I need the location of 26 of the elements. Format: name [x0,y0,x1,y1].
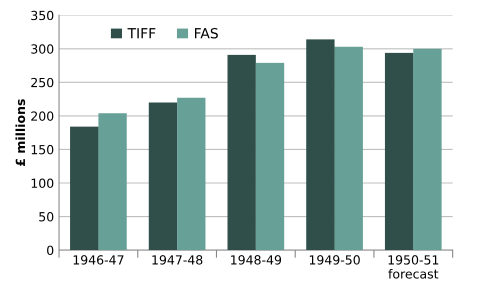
x-tick-label: 1949-50 [310,255,360,265]
y-tick-label: 150 [32,144,54,154]
x-tick-label: 1948-49 [231,255,282,265]
bar [70,126,98,250]
y-tick-label: 250 [31,78,54,88]
y-tick-label: 100 [32,178,54,188]
bar [228,54,256,250]
y-tick-label: 200 [31,111,54,121]
bar [413,48,442,250]
bar [148,102,178,250]
y-tick-label: 350 [31,10,54,20]
x-tick-label: 1947-48 [152,255,202,265]
y-tick-label: 50 [39,212,54,222]
bar [177,98,206,250]
bar [334,46,363,250]
x-tick-label: 1950-51 forecast [388,255,438,279]
x-tick-label: 1946-47 [74,255,124,265]
bar [98,113,127,250]
bar [306,39,335,250]
y-axis-title: £ millions [15,99,26,166]
bar [384,52,414,250]
bar [256,62,284,250]
legend-label: TIFF [128,28,156,38]
y-tick-label: 300 [31,44,54,54]
y-tick-label: 0 [47,246,54,256]
legend-label: FAS [194,28,218,38]
